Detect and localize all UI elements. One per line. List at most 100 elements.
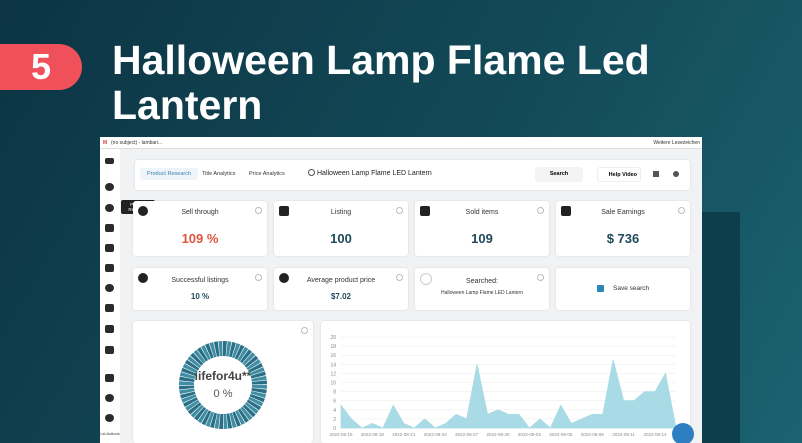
tab[interactable]: Price Analytics [249, 171, 285, 177]
donut-segment [179, 385, 195, 390]
card-label: Sale Earnings [601, 209, 645, 216]
donut-segment [235, 410, 245, 425]
decoration [700, 212, 740, 443]
searched-card: Searched: Halloween Lamp Flame LED Lante… [415, 268, 549, 310]
y-tick-label: 6 [333, 399, 336, 405]
donut-segment [185, 399, 200, 411]
eye-icon[interactable] [105, 183, 114, 191]
icon [138, 206, 148, 216]
donut-segment [246, 359, 261, 371]
donut-segment [251, 385, 267, 389]
donut-segment [184, 359, 200, 371]
nav-icon[interactable] [105, 244, 114, 252]
donut-segment [246, 399, 262, 411]
save-search[interactable]: Save search [613, 285, 650, 292]
bookmark[interactable]: Weitere Lesezeichen [653, 140, 700, 146]
nav-icon[interactable] [105, 304, 114, 312]
screenshot: M (no subject) - lambari... Weitere Lese… [100, 137, 702, 443]
help-icon[interactable] [396, 274, 403, 281]
donut-segment [205, 343, 214, 359]
donut-segment [250, 371, 266, 379]
settings-icon[interactable] [105, 394, 114, 402]
search-button[interactable]: Search [535, 167, 583, 182]
settings-icon[interactable] [673, 171, 679, 177]
nav-icon[interactable] [105, 224, 114, 232]
donut-segment [223, 340, 227, 357]
search-icon [308, 169, 315, 176]
power-icon[interactable] [105, 414, 114, 422]
donut-segment [226, 413, 233, 429]
help-icon[interactable] [537, 207, 544, 214]
research-icon[interactable] [105, 204, 114, 212]
nav-icon[interactable] [105, 325, 114, 333]
filter-icon[interactable] [653, 171, 659, 177]
menu-icon[interactable] [105, 158, 114, 164]
donut: lifefor4u** 0 % [178, 340, 267, 430]
donut-segment [251, 375, 267, 382]
icon [420, 206, 430, 216]
donut-segment [201, 410, 212, 426]
headline: Halloween Lamp Flame Led Lantern [112, 37, 650, 128]
help-icon[interactable] [301, 327, 308, 334]
donut-segment [237, 346, 249, 362]
donut-segment [242, 352, 256, 366]
donut-segment [214, 413, 220, 429]
number-badge: 5 [0, 44, 82, 90]
donut-segment [250, 391, 267, 398]
card-label: Successful listings [171, 277, 229, 284]
y-tick-label: 14 [330, 362, 336, 368]
nav-icon[interactable] [105, 284, 114, 292]
donut-segment [240, 406, 253, 421]
nav-icon[interactable] [105, 346, 114, 354]
x-tick-label: 2022-08-21 [392, 432, 416, 437]
help-icon[interactable] [396, 207, 403, 214]
donut-segment [234, 344, 245, 360]
donut-segment [197, 347, 209, 362]
card-value: 10 % [190, 292, 210, 301]
help-icon[interactable] [255, 207, 262, 214]
donut-segment [244, 355, 259, 368]
donut-segment [229, 412, 237, 428]
y-tick-label: 10 [330, 381, 336, 387]
searched-query: Halloween Lamp Flame LED Lantern [441, 290, 523, 296]
chart: 0 2 4 6 8 10 12 14 16 18 20 2022-08-15 2022-08-18 202… [329, 335, 677, 437]
save-search-card[interactable]: Save search [556, 268, 690, 310]
donut-segment [237, 408, 249, 423]
stat-card: Sale Earnings $ 736 [556, 201, 690, 256]
sidebar-label: Lst Actions [100, 431, 120, 436]
help-button[interactable]: Help Video [597, 167, 641, 182]
card-value: 109 [471, 231, 493, 246]
donut-label: lifefor4u** [195, 369, 252, 383]
gmail-icon: M [103, 140, 108, 146]
donut-segment [179, 372, 196, 379]
donut-segment [193, 349, 206, 364]
nav-icon[interactable] [105, 374, 114, 382]
search-input[interactable]: Halloween Lamp Flame LED Lantern [317, 170, 432, 177]
donut-segment [219, 413, 223, 430]
icon [420, 273, 432, 285]
stat-card: Average product price $7.02 [274, 268, 408, 310]
help-icon[interactable] [537, 274, 544, 281]
donut-segment [218, 341, 223, 357]
nav-icon[interactable] [105, 264, 114, 272]
card-label: Searched: [466, 278, 498, 285]
browser-tab[interactable]: (no subject) - lambari... [111, 140, 163, 146]
tab[interactable]: Product Research [140, 168, 199, 180]
donut-segment [201, 345, 211, 360]
card-value: $7.02 [330, 292, 352, 301]
help-icon[interactable] [255, 274, 262, 281]
tab[interactable]: Title Analytics [202, 171, 236, 177]
icon [279, 273, 289, 283]
donut-segment [197, 408, 209, 424]
chat-button[interactable] [672, 423, 694, 443]
card-label: Average product price [306, 277, 376, 284]
card-value: 109 % [181, 231, 219, 246]
donut-segment [183, 397, 198, 407]
help-icon[interactable] [678, 207, 685, 214]
donut-segment [178, 381, 195, 385]
donut-segment [209, 342, 217, 358]
x-tick-label: 2022-09-05 [549, 432, 573, 437]
icon [279, 206, 289, 216]
y-tick-label: 2 [333, 417, 336, 423]
